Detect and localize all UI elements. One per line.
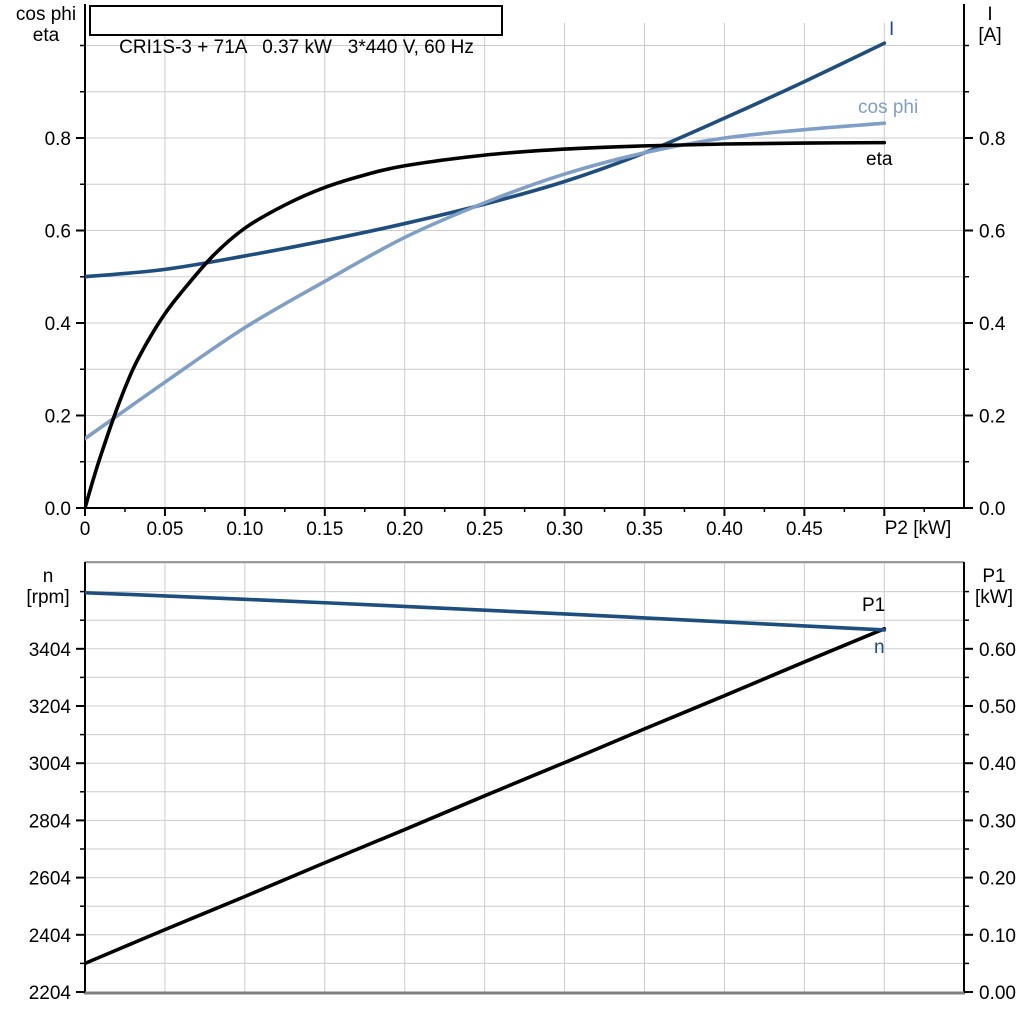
bottom-right-axis-title-line1: P1 xyxy=(982,566,1006,587)
tick-label: 0 xyxy=(80,519,91,540)
tick-label: 0.6 xyxy=(979,222,1005,243)
tick-label: 0.30 xyxy=(979,811,1016,832)
tick-label: 0.0 xyxy=(979,499,1005,520)
top-chart-tick-labels: 0 0.05 0.10 0.15 0.20 0.25 0.30 0.35 0.40 0.45 0.0… xyxy=(45,129,1006,540)
tick-label: 3404 xyxy=(29,640,72,661)
tick-label: 0.4 xyxy=(979,314,1006,335)
bottom-left-axis-title-line2: [rpm] xyxy=(26,587,70,608)
tick-label: 0.0 xyxy=(45,499,71,520)
curve-label-eta: eta xyxy=(866,149,893,170)
tick-label: 0.50 xyxy=(979,697,1016,718)
tick-label: 0.8 xyxy=(979,129,1005,150)
tick-label: 0.60 xyxy=(979,640,1016,661)
tick-label: 0.00 xyxy=(979,983,1016,1004)
top-right-axis-title: I [A] xyxy=(964,4,1016,46)
bottom-chart-series xyxy=(85,590,887,966)
curve-speed xyxy=(85,590,887,632)
bottom-chart-gridlines xyxy=(85,562,965,992)
top-chart-series xyxy=(85,41,887,508)
chart-title: CRI1S-3 + 71A 0.37 kW 3*440 V, 60 Hz xyxy=(119,37,474,58)
tick-label: 0.40 xyxy=(979,754,1016,775)
curve-label-cos-phi: cos phi xyxy=(858,97,919,118)
top-left-axis-title-line2: eta xyxy=(32,25,60,46)
curve-label-current: I xyxy=(889,19,895,40)
tick-label: 3004 xyxy=(29,754,72,775)
tick-label: 3204 xyxy=(29,697,72,718)
tick-label: 0.8 xyxy=(45,129,71,150)
tick-label: 0.15 xyxy=(306,519,343,540)
bottom-left-axis-title: n [rpm] xyxy=(8,566,88,608)
tick-label: 0.45 xyxy=(786,519,823,540)
tick-label: 0.05 xyxy=(146,519,183,540)
tick-label: 0.30 xyxy=(546,519,583,540)
top-left-axis-title-line1: cos phi xyxy=(15,4,77,25)
top-chart-axes xyxy=(84,4,965,509)
top-chart-gridlines xyxy=(85,23,965,508)
tick-label: 2204 xyxy=(29,983,72,1004)
bottom-chart-ticks xyxy=(76,590,973,993)
tick-label: 2804 xyxy=(29,811,72,832)
top-right-axis-title-line1: I xyxy=(987,4,993,25)
bottom-chart-axes xyxy=(84,561,965,995)
chart-title-box: CRI1S-3 + 71A 0.37 kW 3*440 V, 60 Hz xyxy=(89,5,503,58)
tick-label: 0.4 xyxy=(45,314,72,335)
curve-label-input-power: P1 xyxy=(862,595,886,616)
bottom-right-axis-title: P1 [kW] xyxy=(966,566,1022,608)
tick-label: 0.20 xyxy=(386,519,423,540)
top-chart-ticks xyxy=(76,44,973,516)
tick-label: 0.10 xyxy=(979,926,1016,947)
tick-label: 0.20 xyxy=(979,869,1016,890)
curve-input-power xyxy=(85,626,887,966)
tick-label: 0.10 xyxy=(226,519,263,540)
tick-label: 0.35 xyxy=(626,519,663,540)
curve-cos-phi xyxy=(85,121,887,441)
tick-label: 0.40 xyxy=(706,519,743,540)
tick-label: 2604 xyxy=(29,869,72,890)
tick-label: 0.2 xyxy=(979,407,1005,428)
top-left-axis-title: cos phi eta xyxy=(6,4,86,46)
bottom-left-axis-title-line1: n xyxy=(42,566,54,587)
curve-label-speed: n xyxy=(874,637,885,658)
tick-label: 0.2 xyxy=(45,407,71,428)
tick-label: 0.25 xyxy=(466,519,503,540)
tick-label: 0.6 xyxy=(45,222,71,243)
tick-label: 2404 xyxy=(29,926,72,947)
bottom-right-axis-title-line2: [kW] xyxy=(975,587,1013,608)
x-axis-title: P2 [kW] xyxy=(884,518,952,539)
curve-efficiency xyxy=(85,140,887,508)
top-right-axis-title-line2: [A] xyxy=(978,25,1002,46)
bottom-chart-tick-labels: 2204 2404 2604 2804 3004 3204 3404 0.00 0.10 0.20… xyxy=(29,640,1016,1004)
